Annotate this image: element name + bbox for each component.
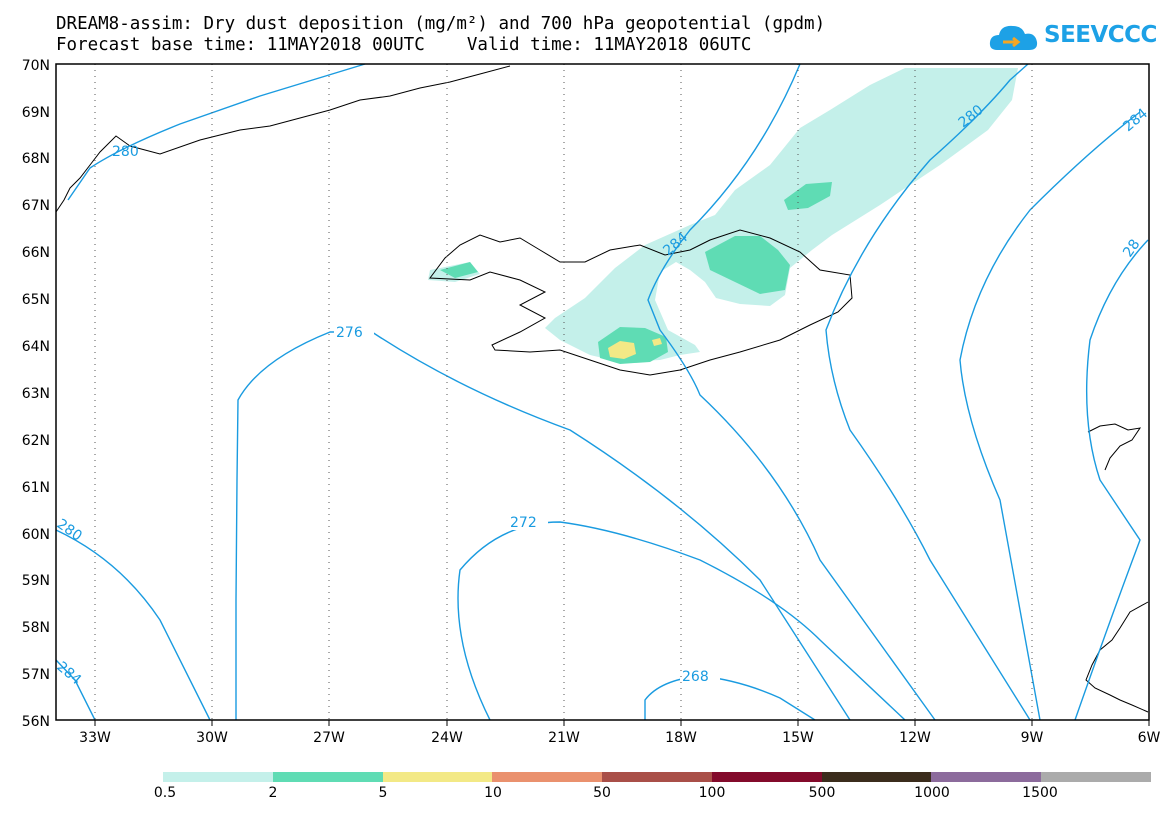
lat-label: 66N bbox=[22, 245, 50, 261]
lon-label: 21W bbox=[548, 730, 580, 746]
lon-label: 15W bbox=[782, 730, 814, 746]
legend-labels: 0.5 2 5 10 50 100 500 1000 1500 bbox=[0, 785, 1175, 805]
contour-288-right bbox=[959, 111, 1141, 721]
legend-label: 1500 bbox=[1022, 785, 1058, 801]
coastlines bbox=[55, 65, 1149, 713]
greenland-coast bbox=[55, 65, 511, 213]
contour-label: 280 bbox=[112, 144, 139, 160]
scotland-coast bbox=[1085, 601, 1149, 713]
dust-level-5 bbox=[652, 338, 662, 346]
lat-label: 57N bbox=[22, 667, 50, 683]
dust-level-2 bbox=[784, 182, 832, 210]
legend-swatch bbox=[163, 772, 273, 782]
map-title-line1: DREAM8-assim: Dry dust deposition (mg/m²… bbox=[56, 14, 826, 34]
legend-label: 0.5 bbox=[153, 785, 177, 801]
legend-swatch bbox=[711, 772, 822, 782]
lon-label: 24W bbox=[431, 730, 463, 746]
dust-deposition-shading bbox=[428, 68, 1018, 364]
contour-284-left bbox=[55, 659, 96, 721]
faroe-coast bbox=[1087, 423, 1142, 471]
legend-swatch bbox=[1041, 772, 1152, 782]
lat-label: 61N bbox=[22, 480, 50, 496]
lat-label: 56N bbox=[22, 714, 50, 730]
dust-level-0-5 bbox=[545, 68, 1018, 362]
geopotential-contours bbox=[55, 63, 1149, 721]
lat-label: 60N bbox=[22, 527, 50, 543]
contour-label: 276 bbox=[336, 325, 363, 341]
legend-swatch bbox=[602, 772, 712, 782]
lat-label: 67N bbox=[22, 198, 50, 214]
legend-swatch bbox=[931, 772, 1042, 782]
map-title-line2: Forecast base time: 11MAY2018 00UTC Vali… bbox=[56, 35, 752, 55]
contour-276 bbox=[235, 331, 851, 721]
grid-lines bbox=[94, 64, 1033, 720]
lon-label: 30W bbox=[196, 730, 228, 746]
lat-label: 65N bbox=[22, 292, 50, 308]
lat-label: 64N bbox=[22, 339, 50, 355]
legend-label: 50 bbox=[593, 785, 611, 801]
legend-swatch bbox=[272, 772, 383, 782]
legend-label: 10 bbox=[484, 785, 502, 801]
legend-swatch bbox=[821, 772, 932, 782]
legend-label: 1000 bbox=[914, 785, 950, 801]
lon-label: 27W bbox=[313, 730, 345, 746]
lat-label: 68N bbox=[22, 151, 50, 167]
legend-label: 5 bbox=[378, 785, 388, 801]
dust-level-5 bbox=[608, 341, 636, 359]
contour-280-iceland bbox=[647, 63, 936, 721]
lon-label: 9W bbox=[1021, 730, 1044, 746]
legend-label: 100 bbox=[698, 785, 726, 801]
lat-label: 62N bbox=[22, 433, 50, 449]
contour-284-right bbox=[825, 63, 1031, 721]
color-legend bbox=[163, 772, 1152, 782]
contour-280-greenland bbox=[67, 63, 366, 201]
map-frame bbox=[55, 63, 1150, 721]
lat-label: 59N bbox=[22, 573, 50, 589]
contour-label: 272 bbox=[510, 515, 537, 531]
legend-swatch bbox=[382, 772, 493, 782]
lat-label: 70N bbox=[22, 58, 50, 74]
lat-label: 58N bbox=[22, 620, 50, 636]
dust-level-2 bbox=[705, 236, 790, 294]
legend-swatch bbox=[492, 772, 603, 782]
contour-292-right bbox=[1074, 239, 1149, 721]
cloud-arrow-icon bbox=[989, 25, 1038, 50]
lon-label: 12W bbox=[899, 730, 931, 746]
legend-label: 2 bbox=[268, 785, 278, 801]
lon-label: 6W bbox=[1138, 730, 1161, 746]
contour-label: 268 bbox=[682, 669, 709, 685]
lon-label: 18W bbox=[665, 730, 697, 746]
logo-text: SEEVCCC bbox=[1044, 22, 1157, 48]
lat-label: 69N bbox=[22, 105, 50, 121]
lon-label: 33W bbox=[79, 730, 111, 746]
iceland-coast bbox=[429, 229, 853, 376]
contour-280-left bbox=[55, 529, 211, 721]
dust-level-2 bbox=[440, 262, 478, 278]
legend-label: 500 bbox=[808, 785, 836, 801]
contour-272 bbox=[457, 521, 906, 721]
lat-label: 63N bbox=[22, 386, 50, 402]
